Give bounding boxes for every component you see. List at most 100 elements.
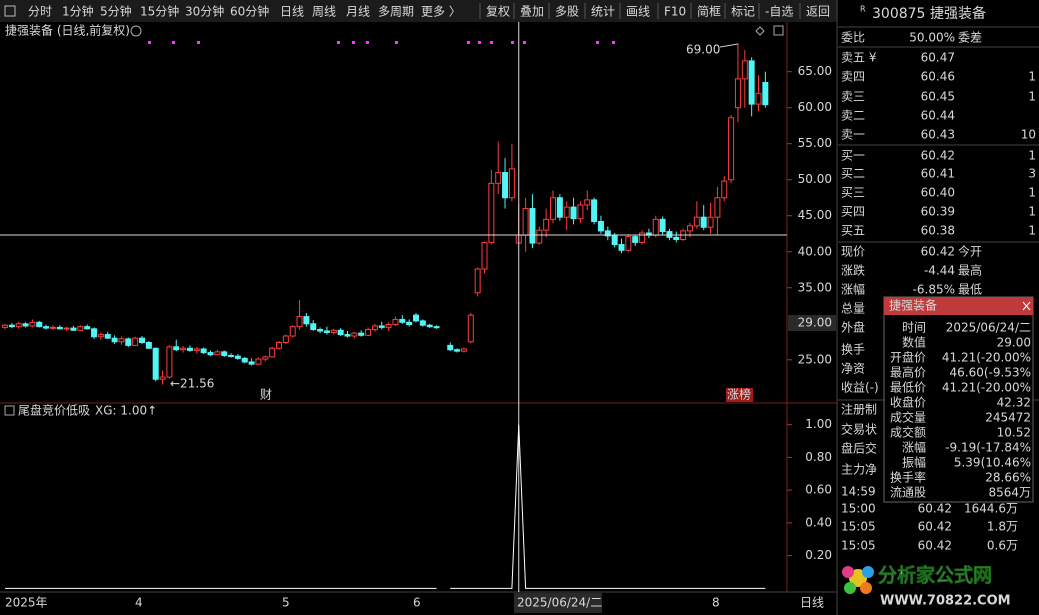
tool-button[interactable]: 标记 [731,5,755,19]
stat-label: 总量 [841,302,865,316]
indicator-icon[interactable] [4,405,15,416]
tool-button[interactable]: -自选 [765,5,793,19]
candle-body [618,244,625,251]
y-tick-label: 0.20 [805,548,832,562]
max-arrow [719,43,739,48]
y-tick-label: 0.40 [805,515,832,529]
popup-label: 最低价 [890,381,926,395]
tag-bg [726,388,753,402]
diamond-icon[interactable] [755,26,765,36]
popup-label: 开盘价 [890,350,926,365]
candle-body [159,376,166,380]
candle-body [248,361,255,365]
candle-body [296,316,303,328]
x-tick-label: 6 [413,596,421,610]
period-tab[interactable]: 多周期 [378,5,414,19]
period-tab[interactable]: 5分钟 [100,4,132,19]
toolbar-bg [0,0,837,22]
tool-button[interactable]: 统计 [591,5,615,19]
trade-time: 15:05 [841,520,876,534]
tool-button[interactable]: 多股 [555,5,579,19]
candle-body [748,60,755,105]
period-tab[interactable]: 分时 [28,5,52,19]
tool-button[interactable]: 画线 [626,5,650,19]
ratio-label: 委比 [841,31,865,45]
trade-time: 15:05 [841,539,876,553]
stat-label: 收益(-) [841,381,879,395]
candle-body [221,351,228,356]
book-volume: 1 [1028,224,1036,238]
candle-body [84,326,91,330]
candle-body [186,347,193,351]
candle-body [241,357,248,363]
popup-value: 28.66% [985,471,1031,485]
popup-close[interactable] [1022,301,1031,311]
popup-title: 捷强装备 [889,299,937,313]
book-label: 卖一 [841,128,865,142]
candle-body [536,229,543,244]
stat-label: 现价 [841,245,865,259]
period-tab[interactable]: 月线 [346,5,370,19]
book-price: 60.38 [921,224,955,238]
candle-body [145,342,152,349]
candle-body [488,182,495,243]
cursor-date: 2025/06/24/二 [517,596,602,610]
book-volume: 1 [1028,205,1036,219]
popup-label: 时间 [902,321,926,335]
tool-button[interactable]: 叠加 [520,5,544,19]
candle-body [118,338,125,343]
cursor-date-bg [514,593,602,613]
min-marker: ←21.56 [170,377,214,391]
candle-body [502,172,509,199]
x-tick-label: 4 [135,596,143,610]
stat-value: -6.85% [913,283,955,297]
period-tab[interactable]: 周线 [312,5,336,19]
period-tab[interactable]: 15分钟 [140,4,179,19]
period-tab[interactable]: 日线 [280,5,304,19]
candle-body [632,236,639,243]
candle-body [365,329,372,336]
y-tick-label: 1.00 [805,417,832,431]
indicator-title: 尾盘竞价低吸 [18,403,90,418]
candle-body [659,218,666,233]
candle-body [344,334,351,337]
watermark-title: 分析家公式网 [878,564,992,587]
tool-button[interactable]: F10 [664,5,686,19]
trade-time: 15:00 [841,502,876,516]
popup-label: 振幅 [902,455,926,470]
trade-volume: 0.6万 [987,539,1018,553]
candle-body [104,334,111,339]
candle-body [77,326,84,331]
candle-body [454,349,461,352]
menu-icon[interactable] [4,5,16,17]
window-icon[interactable] [773,25,784,36]
book-price: 60.41 [921,167,955,181]
book-label: 卖三 [841,90,865,104]
period-tab[interactable]: 30分钟 [185,4,224,19]
candle-body [563,206,570,218]
cursor-value: 29.00 [798,316,832,330]
tool-button[interactable]: 简框 [697,5,721,19]
title-icon[interactable] [130,25,142,37]
trade-price: 60.42 [918,520,952,534]
candle-body [399,318,406,323]
period-tab[interactable]: 60分钟 [230,4,269,19]
ratio-value: 50.00% [909,31,955,45]
stat-label: 盘后交 [841,441,877,456]
candle-body [193,348,200,351]
candle-body [180,347,187,351]
candle-body [508,168,515,199]
popup-value: 245472 [985,411,1031,425]
candle-body [693,216,700,227]
period-tab[interactable]: 1分钟 [62,4,94,19]
candle-body [673,236,680,241]
candle-body [385,323,392,328]
popup-value: 42.32 [997,396,1031,410]
tool-button[interactable]: 复权 [486,5,510,19]
candle-body [734,78,741,109]
book-price: 60.47 [921,51,955,65]
period-tab[interactable]: 更多 〉 [421,5,461,19]
book-label: 卖四 [841,70,865,84]
candle-body [125,338,132,346]
tool-button[interactable]: 返回 [806,5,830,19]
